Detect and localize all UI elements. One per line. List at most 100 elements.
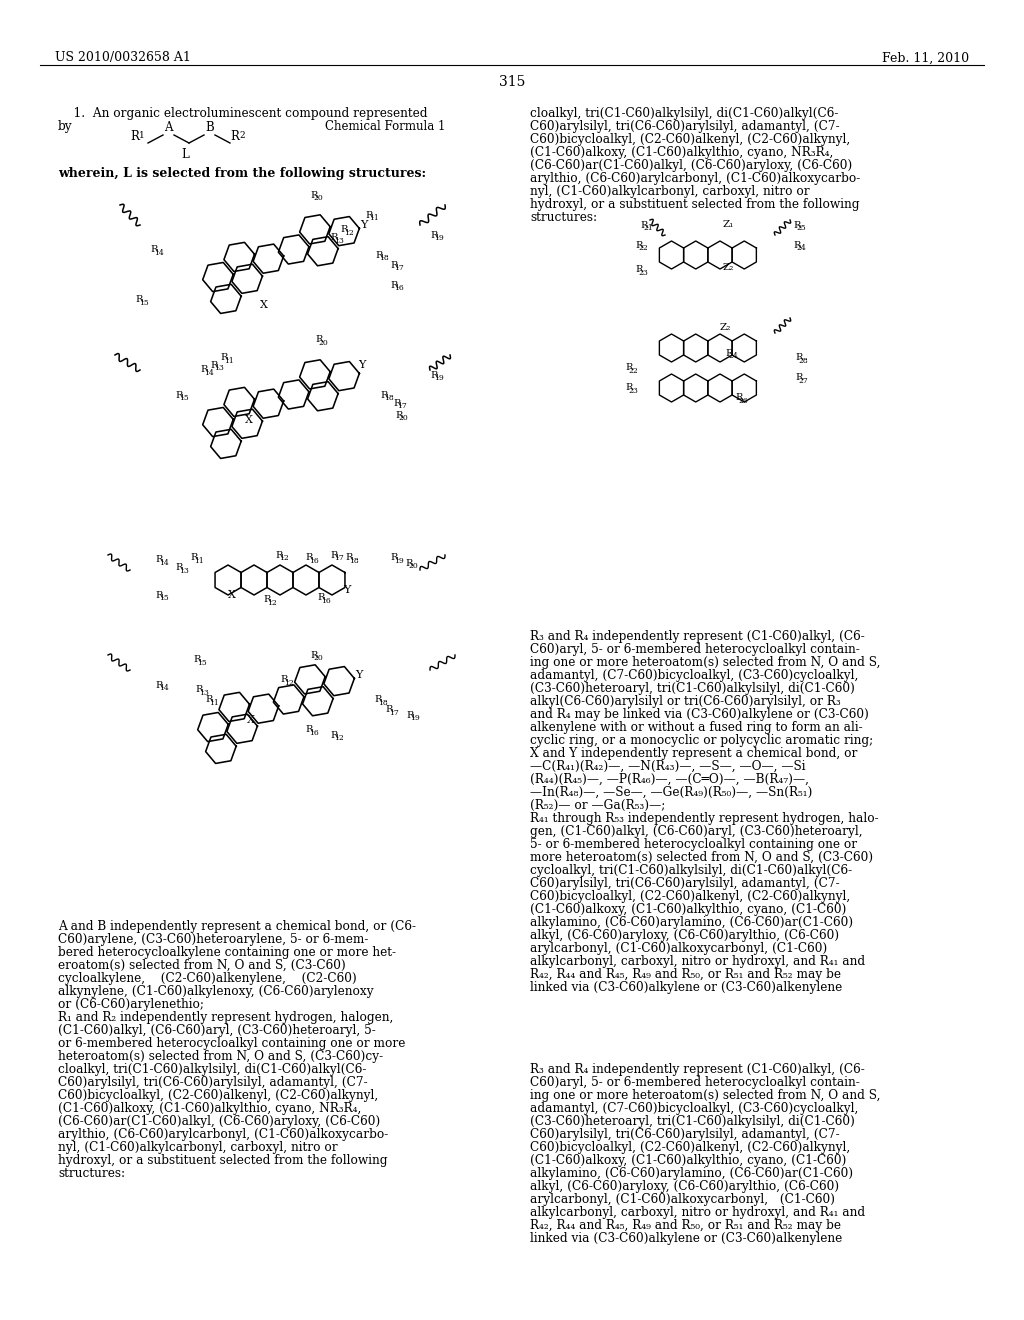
Text: R: R <box>317 594 325 602</box>
Text: R: R <box>430 371 437 380</box>
Text: R: R <box>200 366 208 375</box>
Text: structures:: structures: <box>58 1167 125 1180</box>
Text: R₄₂, R₄₄ and R₄₅, R₄₉ and R₅₀, or R₅₁ and R₅₂ may be: R₄₂, R₄₄ and R₄₅, R₄₉ and R₅₀, or R₅₁ an… <box>530 968 841 981</box>
Text: 13: 13 <box>178 566 188 574</box>
Text: C60)arylsilyl, tri(C6-C60)arylsilyl, adamantyl, (C7-: C60)arylsilyl, tri(C6-C60)arylsilyl, ada… <box>58 1076 368 1089</box>
Text: linked via (C3-C60)alkylene or (C3-C60)alkenylene: linked via (C3-C60)alkylene or (C3-C60)a… <box>530 1232 843 1245</box>
Text: ing one or more heteroatom(s) selected from N, O and S,: ing one or more heteroatom(s) selected f… <box>530 1089 881 1102</box>
Text: alkenylene with or without a fused ring to form an ali-: alkenylene with or without a fused ring … <box>530 721 862 734</box>
Text: 24: 24 <box>797 244 806 252</box>
Text: 11: 11 <box>223 356 233 364</box>
Text: 25: 25 <box>797 224 806 232</box>
Text: adamantyl, (C7-C60)bicycloalkyl, (C3-C60)cycloalkyl,: adamantyl, (C7-C60)bicycloalkyl, (C3-C60… <box>530 669 858 682</box>
Text: alkylcarbonyl, carboxyl, nitro or hydroxyl, and R₄₁ and: alkylcarbonyl, carboxyl, nitro or hydrox… <box>530 954 865 968</box>
Text: A and B independently represent a chemical bond, or (C6-: A and B independently represent a chemic… <box>58 920 416 933</box>
Text: R: R <box>150 246 158 255</box>
Text: 1: 1 <box>139 131 144 140</box>
Text: A: A <box>164 121 172 135</box>
Text: 11: 11 <box>194 557 204 565</box>
Text: X: X <box>245 414 253 425</box>
Text: cloalkyl, tri(C1-C60)alkylsilyl, di(C1-C60)alkyl(C6-: cloalkyl, tri(C1-C60)alkylsilyl, di(C1-C… <box>58 1063 367 1076</box>
Text: R: R <box>305 726 312 734</box>
Text: 14: 14 <box>159 558 168 566</box>
Text: R: R <box>393 399 400 408</box>
Text: R: R <box>135 296 142 305</box>
Text: 13: 13 <box>214 364 223 372</box>
Text: cloalkyl, tri(C1-C60)alkylsilyl, di(C1-C60)alkyl(C6-: cloalkyl, tri(C1-C60)alkylsilyl, di(C1-C… <box>530 107 839 120</box>
Text: 24: 24 <box>729 352 738 360</box>
Text: 16: 16 <box>308 729 318 737</box>
Text: hydroxyl, or a substituent selected from the following: hydroxyl, or a substituent selected from… <box>58 1154 387 1167</box>
Text: 22: 22 <box>629 367 638 375</box>
Text: alkyl(C6-C60)arylsilyl or tri(C6-C60)arylsilyl, or R₃: alkyl(C6-C60)arylsilyl or tri(C6-C60)ary… <box>530 696 841 708</box>
Text: R: R <box>625 384 633 392</box>
Text: 15: 15 <box>178 393 188 401</box>
Text: alkylcarbonyl, carboxyl, nitro or hydroxyl, and R₄₁ and: alkylcarbonyl, carboxyl, nitro or hydrox… <box>530 1206 865 1218</box>
Text: by: by <box>58 120 73 133</box>
Text: (C6-C60)ar(C1-C60)alkyl, (C6-C60)aryloxy, (C6-C60): (C6-C60)ar(C1-C60)alkyl, (C6-C60)aryloxy… <box>530 158 852 172</box>
Text: 20: 20 <box>313 653 324 661</box>
Text: R: R <box>793 220 801 230</box>
Text: 20: 20 <box>409 562 419 570</box>
Text: Feb. 11, 2010: Feb. 11, 2010 <box>882 51 969 65</box>
Text: 19: 19 <box>410 714 420 722</box>
Text: Z₂: Z₂ <box>720 323 731 333</box>
Text: C60)bicycloalkyl, (C2-C60)alkenyl, (C2-C60)alkynyl,: C60)bicycloalkyl, (C2-C60)alkenyl, (C2-C… <box>530 890 850 903</box>
Text: X: X <box>228 590 236 601</box>
Text: Chemical Formula 1: Chemical Formula 1 <box>325 120 445 133</box>
Text: 19: 19 <box>433 234 443 242</box>
Text: R: R <box>390 281 397 289</box>
Text: 12: 12 <box>279 554 289 562</box>
Text: cycloalkylene,    (C2-C60)alkenylene,    (C2-C60): cycloalkylene, (C2-C60)alkenylene, (C2-C… <box>58 972 356 985</box>
Text: C60)bicycloalkyl, (C2-C60)alkenyl, (C2-C60)alkynyl,: C60)bicycloalkyl, (C2-C60)alkenyl, (C2-C… <box>530 1140 850 1154</box>
Text: R: R <box>305 553 312 562</box>
Text: (C6-C60)ar(C1-C60)alkyl, (C6-C60)aryloxy, (C6-C60): (C6-C60)ar(C1-C60)alkyl, (C6-C60)aryloxy… <box>58 1115 380 1129</box>
Text: R: R <box>735 393 742 403</box>
Text: adamantyl, (C7-C60)bicycloalkyl, (C3-C60)cycloalkyl,: adamantyl, (C7-C60)bicycloalkyl, (C3-C60… <box>530 1102 858 1115</box>
Text: R: R <box>406 558 413 568</box>
Text: R: R <box>210 360 217 370</box>
Text: 26: 26 <box>738 397 749 405</box>
Text: R: R <box>315 335 323 345</box>
Text: (C3-C60)heteroaryl, tri(C1-C60)alkylsilyl, di(C1-C60): (C3-C60)heteroaryl, tri(C1-C60)alkylsily… <box>530 682 855 696</box>
Text: 20: 20 <box>398 413 409 422</box>
Text: 27: 27 <box>799 376 808 385</box>
Text: R: R <box>725 348 732 358</box>
Text: and R₄ may be linked via (C3-C60)alkylene or (C3-C60): and R₄ may be linked via (C3-C60)alkylen… <box>530 708 869 721</box>
Text: (C1-C60)alkoxy, (C1-C60)alkylthio, cyano, (C1-C60): (C1-C60)alkoxy, (C1-C60)alkylthio, cyano… <box>530 903 847 916</box>
Text: 19: 19 <box>393 557 403 565</box>
Text: X and Y independently represent a chemical bond, or: X and Y independently represent a chemic… <box>530 747 857 760</box>
Text: —In(R₄₈)—, —Se—, —Ge(R₄₉)(R₅₀)—, —Sn(R₅₁): —In(R₄₈)—, —Se—, —Ge(R₄₉)(R₅₀)—, —Sn(R₅₁… <box>530 785 812 799</box>
Text: 11: 11 <box>369 214 379 222</box>
Text: R: R <box>330 234 337 243</box>
Text: alkynylene, (C1-C60)alkylenoxy, (C6-C60)arylenoxy: alkynylene, (C1-C60)alkylenoxy, (C6-C60)… <box>58 985 374 998</box>
Text: R: R <box>395 411 402 420</box>
Text: R: R <box>175 391 182 400</box>
Text: or 6-membered heterocycloalkyl containing one or more: or 6-membered heterocycloalkyl containin… <box>58 1038 406 1049</box>
Text: (C1-C60)alkoxy, (C1-C60)alkylthio, cyano, NR₃R₄,: (C1-C60)alkoxy, (C1-C60)alkylthio, cyano… <box>58 1102 361 1115</box>
Text: R: R <box>795 374 803 383</box>
Text: R: R <box>190 553 198 562</box>
Text: 13: 13 <box>334 236 343 244</box>
Text: 14: 14 <box>159 684 168 692</box>
Text: (R₅₂)— or —Ga(R₅₃)—;: (R₅₂)— or —Ga(R₅₃)—; <box>530 799 666 812</box>
Text: R₄₂, R₄₄ and R₄₅, R₄₉ and R₅₀, or R₅₁ and R₅₂ may be: R₄₂, R₄₄ and R₄₅, R₄₉ and R₅₀, or R₅₁ an… <box>530 1218 841 1232</box>
Text: hydroxyl, or a substituent selected from the following: hydroxyl, or a substituent selected from… <box>530 198 859 211</box>
Text: 17: 17 <box>334 554 343 562</box>
Text: 1.  An organic electroluminescent compound represented: 1. An organic electroluminescent compoun… <box>58 107 427 120</box>
Text: alkylamino, (C6-C60)arylamino, (C6-C60)ar(C1-C60): alkylamino, (C6-C60)arylamino, (C6-C60)a… <box>530 916 853 929</box>
Text: R: R <box>195 685 203 694</box>
Text: R: R <box>390 553 397 562</box>
Text: R: R <box>375 251 382 260</box>
Text: R: R <box>263 595 270 605</box>
Text: R: R <box>330 550 337 560</box>
Text: 15: 15 <box>197 659 207 667</box>
Text: R: R <box>155 590 163 599</box>
Text: 12: 12 <box>284 678 294 686</box>
Text: 17: 17 <box>396 401 407 409</box>
Text: 16: 16 <box>308 557 318 565</box>
Text: 13: 13 <box>199 689 209 697</box>
Text: C60)bicycloalkyl, (C2-C60)alkenyl, (C2-C60)alkynyl,: C60)bicycloalkyl, (C2-C60)alkenyl, (C2-C… <box>530 133 850 147</box>
Text: R: R <box>635 240 642 249</box>
Text: ing one or more heteroatom(s) selected from N, O and S,: ing one or more heteroatom(s) selected f… <box>530 656 881 669</box>
